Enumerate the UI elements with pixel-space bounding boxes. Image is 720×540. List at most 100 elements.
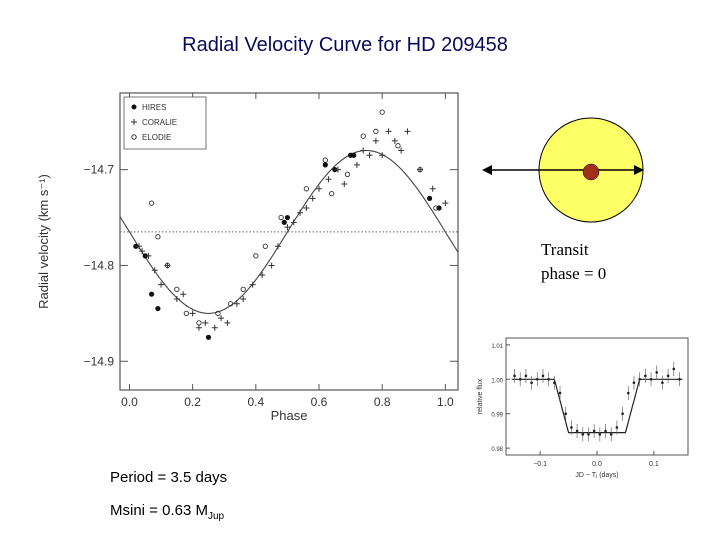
lc-data-point (609, 433, 613, 436)
coralie-point (290, 219, 297, 226)
coralie-point (391, 137, 398, 144)
coralie-point (211, 324, 218, 331)
lc-data-point (513, 374, 516, 378)
transit-label: Transit phase = 0 (541, 238, 606, 286)
coralie-point (297, 209, 304, 216)
y-tick-label: −14.9 (84, 354, 115, 368)
coralie-point (379, 152, 386, 159)
hires-point (133, 243, 139, 249)
lc-x-tick-label: 0.0 (592, 461, 602, 468)
lc-data-point (558, 391, 562, 395)
lc-data-point (524, 374, 528, 378)
lc-data-point (626, 391, 630, 395)
lc-data-point (621, 412, 624, 416)
lc-data-point (672, 367, 676, 371)
elodie-point (379, 109, 385, 115)
lc-data-point (575, 429, 579, 433)
coralie-point (366, 152, 373, 159)
lc-data-point (564, 412, 568, 416)
page-title: Radial Velocity Curve for HD 209458 (182, 34, 508, 56)
coralie-point (284, 224, 291, 231)
legend-marker-hires (131, 104, 137, 110)
coralie-point (202, 319, 209, 326)
coralie-point (180, 291, 187, 298)
coralie-point (240, 295, 247, 302)
coralie-point (259, 272, 266, 279)
coralie-point (224, 319, 231, 326)
coralie-point (139, 248, 146, 255)
coralie-point (429, 185, 436, 192)
msini-subscript: Jup (207, 511, 225, 522)
hires-point (155, 305, 161, 312)
lc-data-point (598, 433, 602, 436)
lc-data-point (661, 381, 664, 385)
elodie-point (303, 186, 310, 192)
radial-velocity-chart: 0.0 0.2 0.4 0.6 0.8 1.0 −14.7 −14.8 −14.9 Phase Ra… (36, 92, 459, 423)
elodie-point (240, 286, 246, 293)
elodie-point (262, 243, 268, 249)
elodie-point (174, 286, 180, 293)
coralie-point (195, 324, 202, 331)
coralie-point (398, 147, 405, 154)
elodie-point (253, 253, 259, 259)
rv-fit-curve (119, 149, 459, 314)
coralie-point (268, 262, 275, 269)
x-tick-label: 0.6 (311, 395, 328, 409)
lc-data-point (604, 429, 607, 433)
coralie-point (334, 166, 341, 173)
elodie-point (344, 171, 351, 178)
elodie-point (278, 214, 284, 221)
coralie-point (145, 252, 152, 259)
lc-data-point (655, 371, 659, 374)
coralie-point (135, 243, 142, 250)
elodie-point (227, 301, 234, 307)
msini-note: Msini = 0.63 MJup (110, 502, 224, 522)
msini-text: Msini = 0.63 M (110, 502, 208, 519)
left-arrowhead (482, 165, 492, 175)
legend-label-hires: HIRES (142, 103, 166, 112)
coralie-point (341, 181, 348, 188)
lc-y-tick-label: 1.00 (491, 378, 503, 384)
hires-point (284, 214, 291, 221)
transit-label-line2: phase = 0 (541, 264, 607, 283)
coralie-point (249, 281, 256, 288)
coralie-point (385, 128, 392, 135)
hires-point (142, 253, 148, 259)
y-axis-label: Radial velocity (km s⁻¹) (36, 174, 51, 309)
elodie-point (433, 205, 439, 211)
hires-point (351, 152, 357, 158)
elodie-point (322, 157, 328, 163)
hires-point (205, 334, 212, 340)
coralie-point (173, 295, 180, 302)
lc-x-tick-label: 0.1 (649, 461, 659, 468)
legend-marker-coralie (131, 119, 137, 125)
elodie-point (148, 200, 155, 206)
coralie-point (404, 128, 411, 135)
lc-data-point (518, 377, 522, 381)
lc-data-point (678, 377, 681, 381)
elodie-point (155, 234, 161, 240)
transit-light-curve-chart: −0.1 0.0 0.1 1.01 1.00 0.99 0.98 JD − Tⱼ (days)… (477, 337, 689, 479)
coralie-point (353, 161, 360, 168)
x-tick-label: 0.2 (184, 395, 201, 409)
hires-point (281, 219, 287, 225)
coralie-point (309, 195, 316, 202)
coralie-point (303, 204, 310, 211)
yellow-star-disk (538, 117, 644, 223)
x-tick-label: 0.0 (121, 395, 138, 409)
coralie-point (442, 200, 449, 207)
legend-label-elodie: ELODIE (142, 133, 171, 142)
elodie-point (360, 133, 366, 139)
lc-data-point (570, 426, 573, 429)
hires-point (426, 195, 433, 201)
lc-data-point (587, 433, 590, 436)
lc-x-tick-label: −0.1 (533, 461, 547, 468)
hires-point (148, 291, 155, 297)
coralie-point (151, 267, 158, 274)
planet-dot (582, 163, 600, 181)
lc-y-tick-label: 0.98 (491, 447, 503, 453)
lc-data-point (644, 374, 647, 378)
coralie-point (189, 310, 196, 317)
elodie-point (183, 310, 189, 317)
lc-data-point (649, 377, 653, 381)
